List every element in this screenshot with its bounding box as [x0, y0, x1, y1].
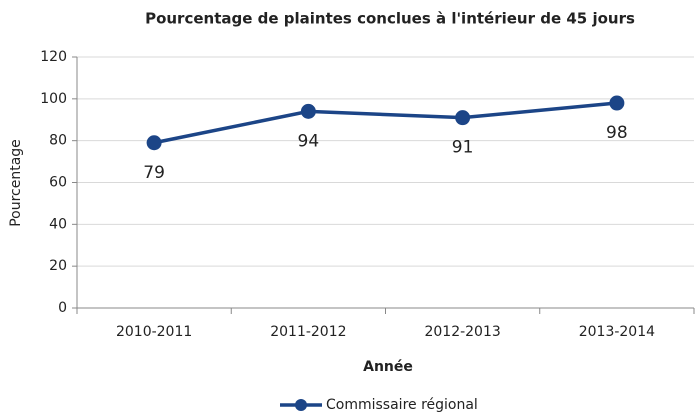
x-tick-label: 2011-2012: [270, 324, 346, 340]
data-point: [146, 135, 162, 151]
data-point: [609, 95, 625, 111]
y-tick-label: 60: [49, 175, 67, 191]
y-tick-label: 20: [49, 258, 67, 274]
legend-label: Commissaire régional: [326, 397, 478, 413]
x-axis-label: Année: [363, 359, 413, 375]
y-axis-label: Pourcentage: [8, 139, 24, 227]
data-label: 94: [298, 131, 320, 151]
x-tick-label: 2013-2014: [579, 324, 655, 340]
data-label: 79: [143, 163, 165, 183]
data-point: [455, 110, 471, 126]
x-tick-label: 2012-2013: [424, 324, 500, 340]
data-label: 91: [452, 138, 474, 158]
y-tick-label: 120: [40, 49, 67, 65]
y-tick-label: 80: [49, 133, 67, 149]
legend-marker: [295, 399, 307, 411]
chart-title: Pourcentage de plaintes conclues à l'int…: [145, 10, 635, 28]
y-tick-label: 0: [58, 300, 67, 316]
x-tick-label: 2010-2011: [116, 324, 192, 340]
y-tick-label: 40: [49, 216, 67, 232]
data-label: 98: [606, 123, 628, 143]
y-tick-label: 100: [40, 91, 67, 107]
series-line: [153, 101, 618, 145]
data-point: [300, 103, 316, 119]
